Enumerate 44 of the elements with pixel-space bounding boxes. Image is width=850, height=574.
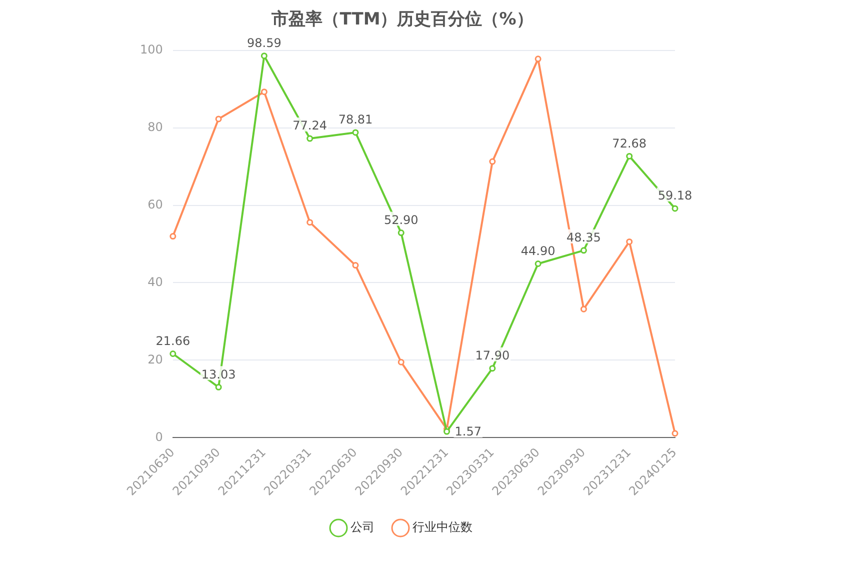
point [170, 233, 176, 240]
point [626, 238, 633, 245]
data-label: 72.68 [612, 136, 647, 150]
point [580, 247, 587, 254]
point [534, 56, 542, 62]
point [398, 230, 404, 236]
data-label: 78.81 [338, 112, 373, 127]
point [260, 88, 268, 96]
point [352, 262, 359, 269]
point [215, 116, 222, 122]
data-label: 59.18 [658, 188, 692, 203]
legend-label: 行业中位数 [412, 520, 472, 534]
point [489, 158, 496, 165]
data-label: 1.57 [454, 424, 482, 439]
chart-title: 市盈率（TTM）历史百分位（%） [270, 10, 534, 30]
data-label: 21.66 [156, 334, 190, 348]
point [672, 430, 678, 437]
data-label: 48.35 [566, 230, 601, 245]
data-label: 17.90 [475, 348, 510, 362]
point [534, 260, 542, 268]
data-label: 13.03 [201, 367, 236, 382]
legend-label: 公司 [350, 520, 374, 534]
data-label: 98.59 [247, 36, 282, 50]
point [170, 350, 176, 358]
point [672, 205, 678, 212]
y-tick-label: 60 [148, 197, 163, 212]
point [352, 129, 359, 136]
point [580, 306, 587, 312]
point [260, 52, 268, 60]
point [626, 152, 633, 160]
data-label: 77.24 [292, 118, 328, 133]
y-tick-label: 100 [140, 42, 163, 57]
y-tick-label: 20 [148, 352, 163, 366]
y-tick-label: 0 [155, 430, 163, 444]
y-tick-label: 40 [148, 274, 163, 289]
point [398, 358, 404, 366]
y-tick-label: 80 [148, 120, 163, 134]
point [306, 219, 314, 226]
point [306, 135, 314, 142]
data-label: 44.90 [520, 244, 556, 258]
data-label: 52.90 [384, 212, 418, 227]
point [489, 365, 496, 372]
point [444, 428, 450, 435]
point [215, 384, 222, 390]
